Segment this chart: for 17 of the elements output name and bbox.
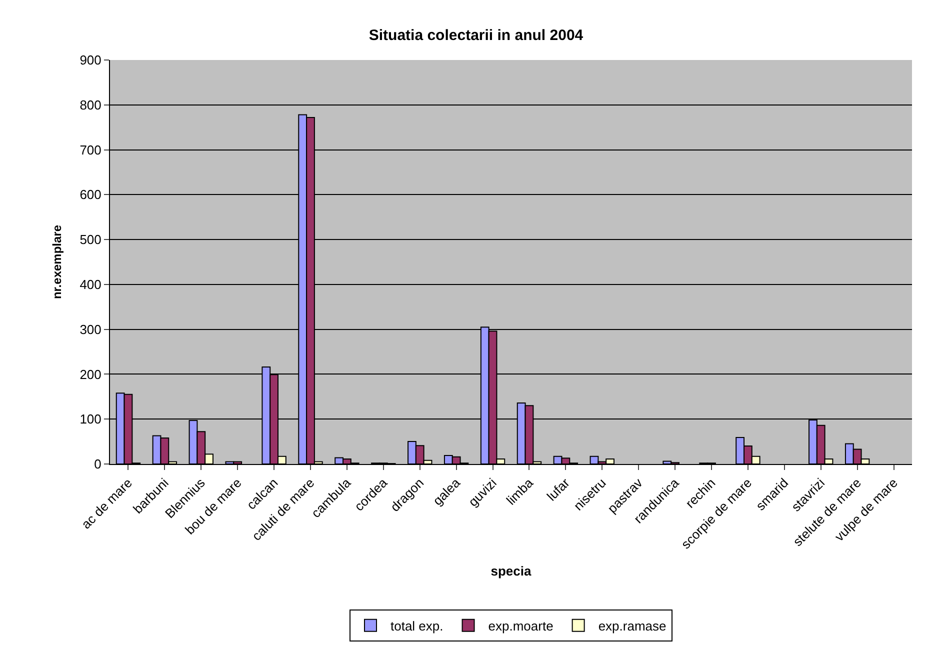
legend-label: exp.ramase <box>598 618 666 634</box>
y-axis-title: nr.exemplare <box>50 224 64 300</box>
y-tick-label: 600 <box>80 187 102 202</box>
legend-label: exp.moarte <box>488 618 554 634</box>
x-axis-title: specia <box>490 563 532 578</box>
legend-label: total exp. <box>390 618 444 634</box>
y-tick-label: 0 <box>94 456 102 472</box>
y-tick-label: 700 <box>80 142 102 158</box>
y-tick-label: 200 <box>80 366 102 382</box>
y-tick-label: 300 <box>80 322 102 337</box>
chart-title: Situatia colectarii in anul 2004 <box>368 26 584 44</box>
y-tick-label: 500 <box>80 232 102 248</box>
y-tick-label: 100 <box>80 412 102 427</box>
y-tick-label: 400 <box>80 276 102 292</box>
x-tick-label: lufar <box>544 474 573 504</box>
y-tick-label: 900 <box>80 52 102 68</box>
y-tick-label: 800 <box>80 97 102 112</box>
